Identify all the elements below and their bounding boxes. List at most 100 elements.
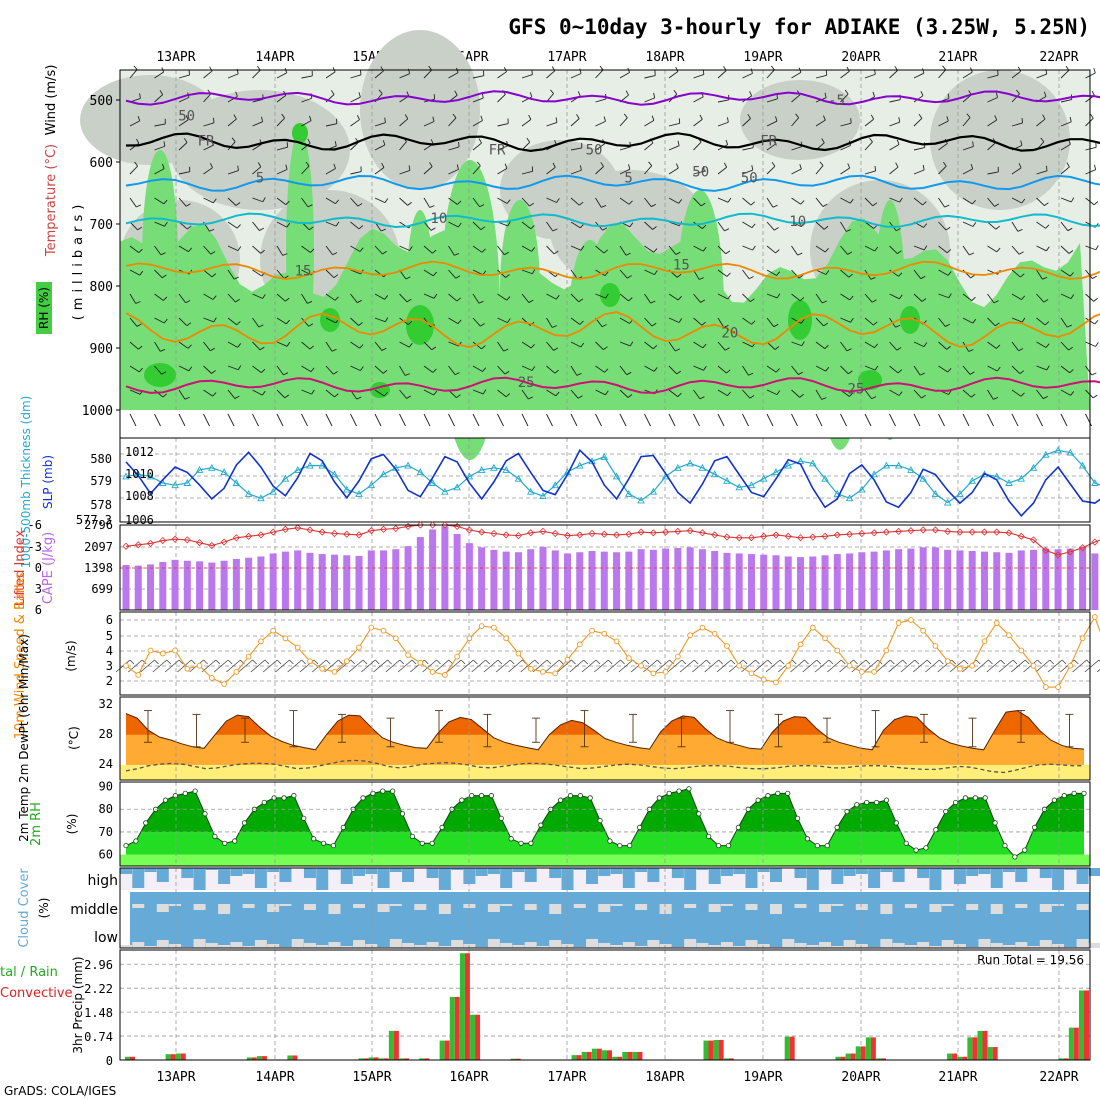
cloud-high-bar — [205, 868, 218, 870]
wind-barb — [129, 413, 137, 427]
wind10m-barb-flag — [693, 659, 699, 665]
precip-total-bar — [1079, 990, 1084, 1060]
rh2m-marker — [340, 824, 346, 831]
wind-barb-flag — [824, 344, 829, 349]
wind-barb — [374, 389, 385, 397]
thickness-marker — [477, 466, 486, 473]
thickness-marker — [686, 459, 694, 467]
wind-barb-flag — [869, 137, 873, 143]
wind-barb — [693, 245, 704, 252]
wind10m-barb-flag — [178, 659, 184, 665]
wind-barb-flag — [357, 299, 362, 304]
wind-barb-flag — [627, 394, 633, 398]
wind-barb — [840, 293, 851, 301]
wind-barb — [864, 141, 873, 151]
slp-axis-label: SLP (mb) — [41, 455, 55, 509]
wind-barb — [276, 221, 287, 228]
wind-barb — [717, 341, 726, 351]
upper-ytick: 800 — [90, 280, 113, 295]
wind-barb — [472, 75, 484, 79]
wind-barb — [521, 293, 530, 303]
wind-barb-flag — [211, 273, 217, 278]
wind-barb — [350, 365, 361, 372]
wind-barb — [913, 169, 925, 175]
thickness-marker — [747, 481, 756, 489]
cloud-middle-gap — [169, 904, 182, 906]
cloud-low-bar — [132, 942, 145, 948]
rh2m-marker — [212, 833, 218, 840]
cloud-high-bar — [402, 868, 415, 882]
wind-barb-flag — [259, 227, 265, 231]
wind-barb-flag — [1045, 165, 1048, 171]
wind-barb — [448, 245, 455, 256]
wind-barb — [962, 365, 971, 375]
wind-barb-flag — [259, 346, 265, 351]
wind-barb-flag — [404, 114, 409, 120]
wind-barb — [644, 245, 654, 253]
lifted-index-marker — [563, 532, 572, 540]
wind-barb-flag — [577, 395, 583, 399]
wind-barb — [840, 93, 849, 103]
wind-barb — [1060, 70, 1070, 79]
upper-air-axis-labels: RH (%) Temperature (°C) Wind (m/s) (mill… — [36, 65, 86, 334]
cloud-level-label: low — [94, 930, 118, 946]
cape-bar — [662, 548, 670, 610]
wind-barb — [227, 95, 238, 103]
wind10m-barb — [459, 659, 474, 673]
wind10m-marker — [969, 662, 976, 669]
wind-barb-flag — [506, 296, 511, 301]
wind-barb — [203, 389, 213, 397]
cloud-high-bar — [353, 868, 366, 876]
wind-barb-flag — [139, 93, 141, 99]
wind-barb-flag — [800, 319, 805, 324]
wind-barb-flag — [922, 68, 925, 74]
rh2m-marker — [261, 799, 267, 806]
wind-barb — [644, 221, 653, 230]
wind-barb-flag — [771, 161, 776, 167]
wind-barb-flag — [699, 114, 703, 120]
thickness-marker — [870, 470, 878, 478]
cloud-middle-gap — [438, 904, 451, 914]
wind-barb-flag — [774, 346, 780, 350]
lifted-index-marker — [502, 531, 510, 539]
wind-barb — [595, 245, 605, 254]
lifted-index-marker — [735, 534, 743, 542]
wind-barb — [325, 389, 335, 398]
wind-barb-flag — [776, 271, 781, 276]
wind-barb-flag — [601, 324, 607, 328]
wind10m-barb — [1035, 659, 1051, 673]
wind-barb-flag — [676, 273, 682, 278]
cloud-low-bar — [622, 942, 635, 948]
top-date-label: 14APR — [255, 50, 294, 65]
wind-barb — [693, 365, 704, 371]
thickness-marker — [858, 485, 866, 493]
wind-barb — [889, 197, 900, 203]
rh2m-marker — [794, 815, 801, 821]
wind-barb — [766, 98, 778, 103]
wind-barb-flag — [454, 372, 460, 376]
cloud-high-bar — [855, 868, 868, 874]
wind-barb-flag — [1043, 299, 1049, 303]
cloud-middle-gap — [156, 904, 169, 912]
cape-bar — [993, 552, 1001, 610]
wind-barb — [154, 317, 165, 324]
lifted-index-marker — [662, 528, 670, 536]
upper-ytick: 500 — [90, 94, 113, 109]
cloud-low-bar — [904, 945, 917, 948]
wind10m-marker — [1030, 662, 1037, 669]
precip-convective-bar — [1073, 1027, 1079, 1060]
rh2m-marker — [291, 793, 297, 799]
thickness-marker — [330, 470, 339, 478]
wind-barb-flag — [673, 89, 678, 95]
thickness-marker — [306, 461, 314, 469]
wind-barb — [595, 69, 604, 79]
wind-barb-flag — [629, 222, 634, 228]
wind-barb — [227, 118, 237, 127]
wind-barb — [1036, 245, 1047, 252]
cloud-high-bar — [254, 868, 267, 888]
wind-barb-flag — [605, 390, 609, 396]
slp-ytick: 1008 — [125, 489, 154, 503]
rh2m-marker — [162, 797, 169, 803]
wind-barb-flag — [260, 368, 266, 373]
wind10m-ytick: 4 — [106, 644, 113, 658]
